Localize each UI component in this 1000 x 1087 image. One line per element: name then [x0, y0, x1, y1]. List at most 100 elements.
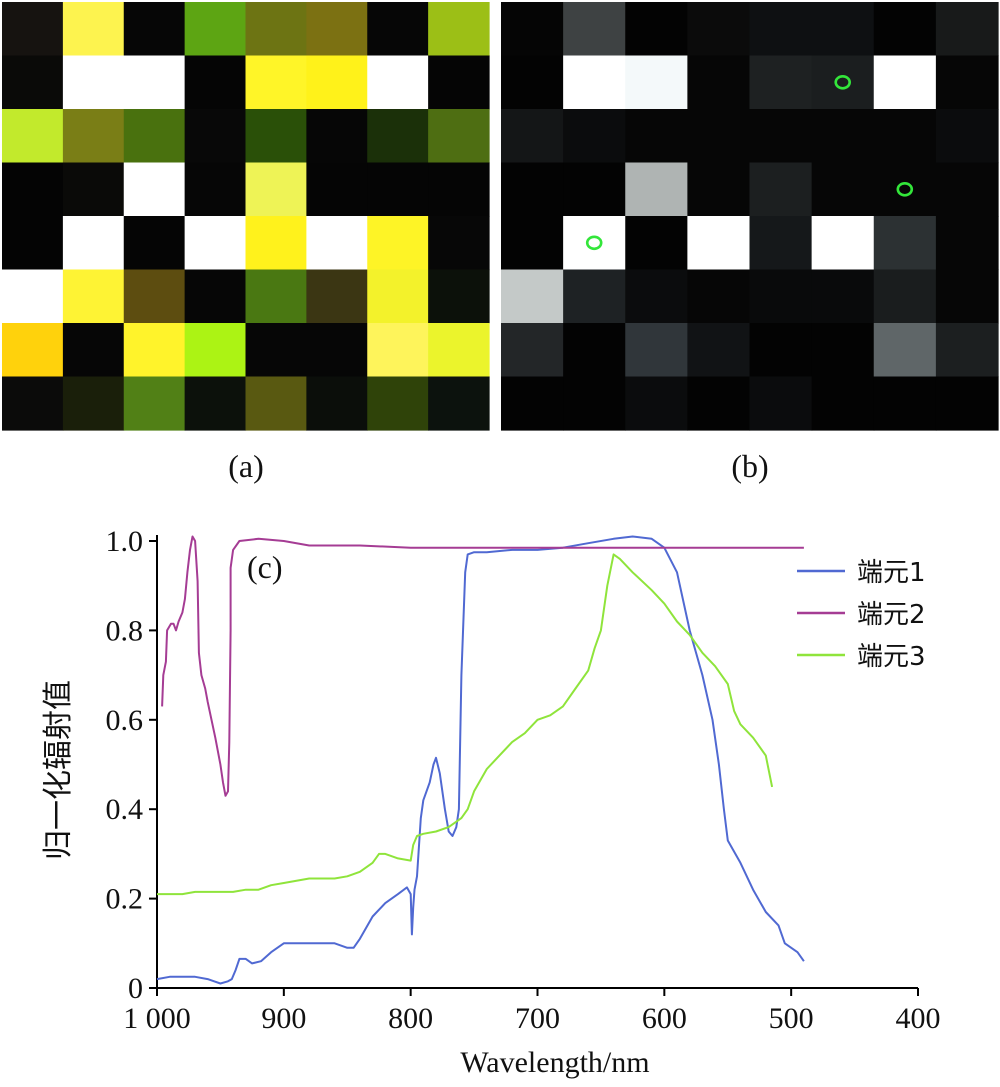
panel-a-cell-r0-c3 — [184, 2, 247, 57]
panel-a-cell-r4-c6 — [367, 216, 429, 271]
panel-b-cell-r2-c2 — [625, 109, 688, 164]
panel-b-cell-r1-c4 — [749, 55, 813, 110]
panel-a-heatmap — [2, 2, 490, 431]
series-line-1 — [156, 535, 805, 985]
panel-a-cell-r4-c0 — [2, 216, 64, 271]
panel-a-cell-r1-c5 — [306, 55, 368, 110]
panel-b-cell-r6-c7 — [935, 323, 999, 378]
x-tick-label: 500 — [769, 1002, 814, 1035]
panel-a-cell-r7-c1 — [62, 376, 125, 431]
panel-b-heatmap — [501, 2, 999, 431]
panel-b-cell-r0-c0 — [501, 2, 564, 57]
panel-b-cell-r3-c2 — [625, 162, 688, 217]
panel-b-cell-r2-c3 — [687, 109, 751, 164]
panel-a-cell-r2-c6 — [367, 109, 429, 164]
series-line-2 — [161, 535, 804, 797]
panel-a-cell-r4-c7 — [428, 216, 490, 271]
y-tick-label: 1.0 — [106, 525, 144, 558]
panel-b-cell-r7-c7 — [935, 376, 999, 431]
panel-a-cell-r2-c0 — [2, 109, 64, 164]
x-tick-label: 600 — [642, 1002, 687, 1035]
panel-b-cell-r2-c4 — [749, 109, 813, 164]
panel-b-cell-r6-c2 — [625, 323, 688, 378]
panel-b-cell-r7-c0 — [501, 376, 564, 431]
legend-label-3: 端元3 — [857, 642, 926, 672]
panel-a-cell-r1-c0 — [2, 55, 64, 110]
panel-b-cell-r5-c3 — [687, 269, 751, 324]
panel-b-cell-r0-c2 — [625, 2, 688, 57]
panel-b-cell-r4-c4 — [749, 216, 813, 271]
panel-a-cell-r1-c4 — [245, 55, 307, 110]
panel-b-cell-r5-c1 — [563, 269, 626, 324]
panel-b-cell-r3-c4 — [749, 162, 813, 217]
panel-a-cell-r0-c0 — [2, 2, 64, 57]
panel-b-cell-r5-c7 — [935, 269, 999, 324]
panel-b-cell-r3-c7 — [935, 162, 999, 217]
panel-b-cell-r2-c5 — [811, 109, 875, 164]
panel-b-cell-r0-c6 — [873, 2, 937, 57]
x-tick-label: 400 — [896, 1002, 941, 1035]
chart-axes — [156, 535, 918, 989]
panel-a-cell-r0-c7 — [428, 2, 490, 57]
panel-b-cell-r1-c0 — [501, 55, 564, 110]
panel-b-cell-r6-c5 — [811, 323, 875, 378]
panel-a-cell-r0-c2 — [123, 2, 186, 57]
panel-a-cell-r1-c6 — [367, 55, 429, 110]
panel-b-cell-r1-c1 — [563, 55, 626, 110]
y-axis-title: 归一化辐射值 — [41, 680, 76, 860]
panel-b-cell-r4-c7 — [935, 216, 999, 271]
panel-b-cell-r5-c6 — [873, 269, 937, 324]
panel-b-cell-r6-c1 — [563, 323, 626, 378]
panel-a-cell-r6-c2 — [123, 323, 186, 378]
panel-b-cell-r3-c6 — [873, 162, 937, 217]
y-tick-label: 0.4 — [106, 793, 144, 826]
panel-a-cell-r2-c3 — [184, 109, 247, 164]
legend-label-1: 端元1 — [857, 558, 926, 588]
panel-b-cell-r1-c6 — [873, 55, 937, 110]
y-axis-ticks: 0 0.2 0.4 0.6 0.8 1.0 — [106, 525, 157, 1005]
panel-b-cell-r7-c5 — [811, 376, 875, 431]
panel-b-cell-r1-c5 — [811, 55, 875, 110]
panel-a-cell-r5-c1 — [62, 269, 125, 324]
panel-a-cell-r5-c7 — [428, 269, 490, 324]
panel-b-cell-r2-c0 — [501, 109, 564, 164]
panel-a-cell-r6-c0 — [2, 323, 64, 378]
panel-a-label: (a) — [228, 448, 264, 484]
panel-b-cell-r6-c0 — [501, 323, 564, 378]
endmember-marker-3 — [585, 235, 603, 251]
panel-b-cell-r0-c1 — [563, 2, 626, 57]
panel-b-cell-r4-c1 — [563, 216, 626, 271]
panel-a-cell-r6-c5 — [306, 323, 368, 378]
panel-b-cell-r3-c3 — [687, 162, 751, 217]
spectral-line-chart: 1 000 900 800 700 600 500 400 0 0.2 0.4 0.6 0.8 1.0… — [41, 525, 941, 1079]
x-tick-label: 900 — [261, 1002, 306, 1035]
panel-a-cell-r2-c4 — [245, 109, 307, 164]
panel-a-cell-r0-c4 — [245, 2, 307, 57]
panel-a-cell-r6-c7 — [428, 323, 490, 378]
panel-a-cell-r0-c1 — [62, 2, 125, 57]
x-axis-ticks: 1 000 900 800 700 600 500 400 — [123, 988, 941, 1035]
panel-b-cell-r6-c6 — [873, 323, 937, 378]
panel-a-cell-r7-c5 — [306, 376, 368, 431]
panel-b-cell-r7-c1 — [563, 376, 626, 431]
panel-a-cell-r4-c1 — [62, 216, 125, 271]
panel-a-cell-r5-c4 — [245, 269, 307, 324]
panel-b-cell-r0-c7 — [935, 2, 999, 57]
panel-a-cell-r4-c3 — [184, 216, 247, 271]
y-tick-label: 0.6 — [106, 704, 144, 737]
panel-a-cell-r3-c4 — [245, 162, 307, 217]
panel-b-cell-r7-c6 — [873, 376, 937, 431]
panel-a-cell-r0-c6 — [367, 2, 429, 57]
panel-b-cell-r5-c4 — [749, 269, 813, 324]
panel-a-cell-r2-c2 — [123, 109, 186, 164]
panel-a-cell-r0-c5 — [306, 2, 368, 57]
panel-b-cell-r5-c0 — [501, 269, 564, 324]
panel-b-cell-r4-c6 — [873, 216, 937, 271]
panel-b-cell-r5-c2 — [625, 269, 688, 324]
panel-b-cell-r0-c5 — [811, 2, 875, 57]
panel-a-cell-r6-c4 — [245, 323, 307, 378]
panel-b-cell-r3-c0 — [501, 162, 564, 217]
chart-legend: 端元1 端元2 端元3 — [797, 558, 926, 672]
panel-a-cell-r4-c2 — [123, 216, 186, 271]
